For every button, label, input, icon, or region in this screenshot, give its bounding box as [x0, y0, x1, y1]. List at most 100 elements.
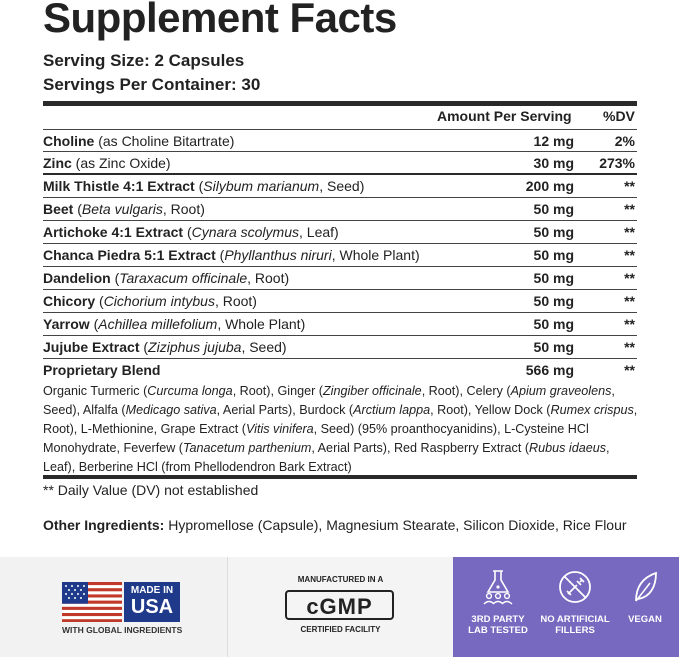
table-row: Chanca Piedra 5:1 Extract (Phyllanthus n…: [43, 243, 637, 265]
nutrient-name: Dandelion: [43, 270, 111, 286]
table-row: Beet (Beta vulgaris, Root) 50 mg **: [43, 197, 637, 219]
detail-post: , Leaf): [299, 224, 339, 240]
dv-footnote: ** Daily Value (DV) not established: [43, 482, 259, 498]
nutrient-dv: **: [624, 362, 635, 378]
global-ingredients-text: WITH GLOBAL INGREDIENTS: [62, 625, 183, 635]
detail-post: , Whole Plant): [217, 316, 306, 332]
latin-name: Ziziphus jujuba: [148, 339, 242, 355]
nutrient-amount: 566 mg: [525, 362, 574, 378]
bottom-thick-rule: [43, 475, 637, 479]
detail-post: , Whole Plant): [331, 247, 420, 263]
nutrient-name: Milk Thistle 4:1 Extract: [43, 178, 195, 194]
supplement-facts-panel: Supplement Facts Serving Size: 2 Capsule…: [43, 0, 637, 533]
cgmp-bottom-text: CERTIFIED FACILITY: [300, 625, 381, 634]
nutrient-dv: **: [624, 224, 635, 240]
us-flag-icon: [62, 582, 122, 622]
nutrient-dv: **: [624, 247, 635, 263]
nutrient-name: Proprietary Blend: [43, 362, 161, 378]
table-row: Zinc (as Zinc Oxide) 30 mg 273%: [43, 151, 637, 173]
nutrient-dv: 2%: [614, 133, 635, 149]
nutrient-amount: 50 mg: [533, 270, 574, 286]
nutrient-detail: (as Choline Bitartrate): [98, 133, 235, 149]
nutrient-name: Zinc: [43, 155, 72, 171]
table-row: Chicory (Cichorium intybus, Root) 50 mg …: [43, 289, 637, 311]
nutrient-dv: 273%: [599, 155, 635, 171]
serving-size: Serving Size: 2 Capsules: [43, 51, 245, 70]
detail-pre: (: [114, 270, 120, 286]
amount-header: Amount Per Serving: [437, 108, 572, 124]
other-ingredients-text: Hypromellose (Capsule), Magnesium Steara…: [164, 517, 627, 533]
nutrient-amount: 50 mg: [533, 316, 574, 332]
nutrient-name: Jujube Extract: [43, 339, 140, 355]
badge-strip: MADE IN USA WITH GLOBAL INGREDIENTS MANU…: [0, 557, 679, 657]
cgmp-text: cGMP: [285, 590, 394, 620]
latin-name: Cynara scolymus: [191, 224, 299, 240]
nutrient-amount: 30 mg: [533, 155, 574, 171]
top-thick-rule: [43, 101, 637, 106]
vegan-label: VEGAN: [628, 614, 662, 625]
made-in-usa-badge: MADE IN USA WITH GLOBAL INGREDIENTS: [0, 557, 226, 657]
nutrient-amount: 50 mg: [533, 339, 574, 355]
nutrient-name: Chicory: [43, 293, 96, 309]
nutrient-dv: **: [624, 201, 635, 217]
vegan-badge: VEGAN: [619, 557, 671, 657]
quality-badges: 3RD PARTY LAB TESTED NO ARTIFICIAL FILLERS…: [453, 557, 679, 657]
detail-post: , Root): [247, 270, 290, 286]
latin-name: Phyllanthus niruri: [224, 247, 332, 263]
table-row: Proprietary Blend 566 mg **: [43, 358, 637, 380]
nutrient-name: Artichoke 4:1 Extract: [43, 224, 184, 240]
nutrient-name: Yarrow: [43, 316, 90, 332]
nutrient-amount: 50 mg: [533, 247, 574, 263]
nutrient-dv: **: [624, 178, 635, 194]
detail-pre: (: [77, 201, 82, 217]
nutrient-name: Beet: [43, 201, 74, 217]
lab-tested-label: 3RD PARTY LAB TESTED: [468, 614, 528, 636]
dv-header: %DV: [603, 108, 635, 124]
nutrient-dv: **: [624, 293, 635, 309]
no-fillers-badge: NO ARTIFICIAL FILLERS: [535, 557, 615, 657]
nutrient-name: Chanca Piedra 5:1 Extract: [43, 247, 216, 263]
latin-name: Taraxacum officinale: [119, 270, 248, 286]
nutrient-dv: **: [624, 316, 635, 332]
nutrient-amount: 50 mg: [533, 201, 574, 217]
no-fillers-label: NO ARTIFICIAL FILLERS: [540, 614, 610, 636]
detail-pre: (: [186, 224, 192, 240]
latin-name: Achillea millefolium: [98, 316, 218, 332]
detail-pre: (: [219, 247, 225, 263]
latin-name: Silybum marianum: [203, 178, 320, 194]
leaf-icon: [635, 571, 657, 602]
detail-pre: (: [93, 316, 99, 332]
made-in-text: MADE IN: [130, 585, 174, 596]
table-row: Dandelion (Taraxacum officinale, Root) 5…: [43, 266, 637, 288]
table-row: Jujube Extract (Ziziphus jujuba, Seed) 5…: [43, 335, 637, 357]
table-row: Choline (as Choline Bitartrate) 12 mg 2%: [43, 129, 637, 151]
table-row: Yarrow (Achillea millefolium, Whole Plan…: [43, 312, 637, 334]
detail-pre: (: [198, 178, 204, 194]
detail-post: , Seed): [319, 178, 365, 194]
detail-post: , Seed): [241, 339, 287, 355]
latin-name: Beta vulgaris: [81, 201, 163, 217]
nutrient-amount: 50 mg: [533, 293, 574, 309]
no-syringe-icon: [559, 571, 591, 603]
nutrient-detail: (as Zinc Oxide): [75, 155, 171, 171]
nutrient-amount: 12 mg: [533, 133, 574, 149]
nutrient-dv: **: [624, 339, 635, 355]
page-title: Supplement Facts: [43, 0, 397, 41]
nutrient-amount: 200 mg: [525, 178, 574, 194]
lab-flask-people-icon: [483, 570, 513, 605]
other-ingredients: Other Ingredients: Hypromellose (Capsule…: [43, 517, 627, 533]
detail-post: , Root): [214, 293, 257, 309]
cgmp-badge: MANUFACTURED IN A cGMP CERTIFIED FACILIT…: [227, 557, 453, 657]
nutrient-name: Choline: [43, 133, 95, 149]
table-row: Milk Thistle 4:1 Extract (Silybum marian…: [43, 173, 637, 195]
nutrient-dv: **: [624, 270, 635, 286]
nutrient-amount: 50 mg: [533, 224, 574, 240]
servings-per-container: Servings Per Container: 30: [43, 75, 261, 94]
cgmp-top-text: MANUFACTURED IN A: [297, 575, 384, 584]
other-ingredients-label: Other Ingredients:: [43, 517, 165, 533]
usa-block: MADE IN USA: [124, 582, 180, 622]
detail-pre: (: [143, 339, 149, 355]
latin-name: Cichorium intybus: [103, 293, 215, 309]
usa-text: USA: [130, 596, 174, 618]
lab-tested-badge: 3RD PARTY LAB TESTED: [467, 557, 529, 657]
